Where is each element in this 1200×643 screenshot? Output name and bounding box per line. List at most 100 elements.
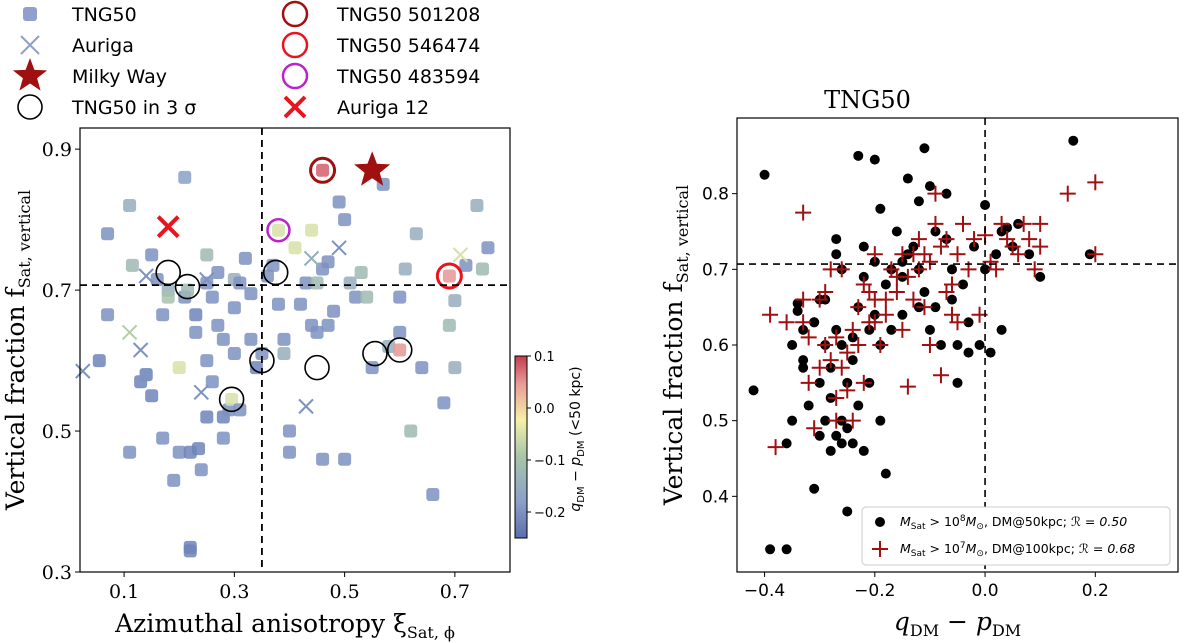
tng50-point [189,325,203,339]
dm50-point [803,400,814,411]
tng50-point [227,347,241,361]
dm50-point [886,324,897,335]
tng50-point [125,258,139,272]
tng50-point [481,241,495,255]
dm50-point [919,143,930,154]
tng50-point [448,294,462,308]
dm50-point [847,355,858,366]
dm50-point [759,169,770,180]
dm50-point [748,385,759,396]
dm50-point [1024,249,1035,260]
tng50-point [200,354,214,368]
tng50-point [459,258,473,272]
dm50-point [858,241,869,252]
legend-right-label-part: 7 [960,541,966,551]
auriga-point [75,363,91,379]
legend-marker-circle [281,31,309,59]
left-y-tick-label: 0.9 [42,139,72,161]
legend-marker-x [283,95,307,119]
milky-way-star [354,151,391,186]
left-x-tick-label: 0.3 [219,581,249,603]
tng50-point [189,308,203,322]
tng50-point [338,452,352,466]
dm50-point [1035,271,1046,282]
auriga-point [452,247,469,263]
left-chart: TNG50 Auriga Milky Way TNG50 in 3 σ TNG50 50… [1,0,587,642]
legend-right-label-part: ⊙ [976,522,984,532]
tng50-point [101,227,115,241]
right-x-tick-label: −0.4 [744,581,785,601]
tng50-point [123,445,137,459]
left-x-tick-label: 0.5 [330,581,360,603]
right-y-tick-label: 0.4 [702,487,729,507]
dm50-point [919,287,930,298]
right-y-tick-label: 0.8 [702,185,729,205]
colorbar-tick-label: 0.1 [534,350,555,365]
legend-right-label-part: 8 [960,514,966,524]
dm50-point [996,324,1007,335]
legend-right-label-part: M [966,541,977,556]
tng50-point [233,276,247,290]
dm50-point [836,340,847,350]
dm50-point [820,415,831,426]
right-y-tick-label: 0.5 [702,412,729,432]
tng50-point [150,273,164,287]
legend-right-label: MSat > 107M⊙, DM@100kpc; ℛ = 0.68 [900,541,1135,559]
tng50-point [211,265,225,279]
legend-marker-circle [281,62,309,90]
auriga-point [303,250,320,267]
tng50-point [277,332,291,346]
dm50-point [809,483,820,494]
dm50-point [875,203,886,214]
tng50-point [393,290,407,304]
tng50-483594-circle [266,217,291,243]
left-x-tick-label: 0.7 [440,581,470,603]
left-x-axis-label: Azimuthal anisotropy ξSat, ϕ [114,609,455,642]
dm50-point [781,544,792,555]
tng50-point [310,325,324,339]
tng50-point [415,361,429,375]
dm50-point [946,294,957,305]
dm50-point [880,279,891,290]
tng50-point [282,445,296,459]
legend-label: TNG50 483594 [336,66,480,88]
colorbar [514,355,528,539]
colorbar-tick-label: 0.0 [534,402,555,417]
dm50-point [941,188,952,199]
tng50-point [360,290,374,304]
auriga-point [193,384,209,400]
tng50-point [156,431,170,445]
tng50-point [156,308,170,322]
dm50-point [946,264,957,275]
dm50-point [831,234,842,245]
dm50-point [875,415,886,426]
legend-marker-x [20,35,40,55]
tng50-point [332,195,346,209]
dm50-point [842,423,853,434]
right-axis-ticks: −0.4 −0.2 0.0 0.2 0.4 0.5 0.6 0.7 0.8 [702,185,1109,601]
tng50-point [282,424,296,438]
tng50-point [167,473,181,487]
dm50-point [991,249,1002,260]
tng50-point [200,276,214,290]
tng50-point [299,276,313,290]
legend-marker-circle [17,94,43,120]
left-x-tick-label: 0.1 [109,581,139,603]
tng50-point [393,343,407,357]
tng50-point [178,170,192,184]
tng50-point [404,424,418,438]
tng50-point [437,396,451,410]
dm50-point [792,298,803,309]
dm50-point [836,438,847,449]
legend-right-label-part: M [966,514,977,529]
right-y-axis-label-main: Vertical fraction f [659,282,688,507]
legend-label: TNG50 in 3 σ [71,97,196,119]
dm50-point [765,544,776,555]
tng50-point [321,255,335,269]
tng50-501208-circle [309,156,337,184]
dm50-point [985,347,996,358]
left-axis-ticks: 0.1 0.3 0.5 0.7 0.3 0.5 0.7 0.9 [42,139,470,603]
tng50-point [310,276,324,290]
tng50-point [244,287,258,301]
